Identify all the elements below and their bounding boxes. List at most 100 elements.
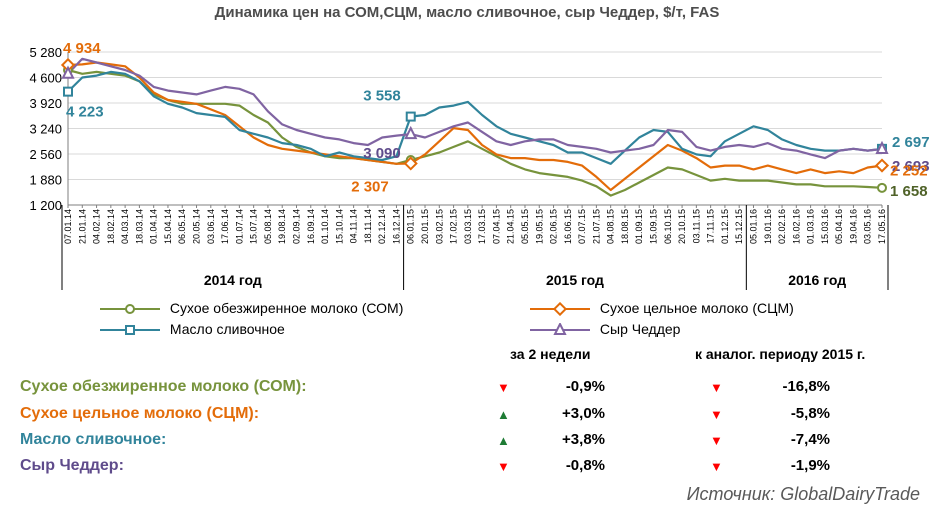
x-tick-label: 16.09.14 xyxy=(306,209,316,244)
x-tick-label: 02.02.16 xyxy=(777,209,787,244)
y-tick-label: 5 280 xyxy=(29,45,62,60)
source-note: Источник: GlobalDairyTrade xyxy=(686,484,920,504)
y-tick-label: 2 560 xyxy=(29,147,62,162)
y-tick-label: 3 920 xyxy=(29,96,62,111)
legend-marker-som xyxy=(100,304,160,315)
y-tick-label: 4 600 xyxy=(29,71,62,86)
x-tick-label: 03.05.16 xyxy=(863,209,873,244)
x-tick-label: 20.05.14 xyxy=(192,209,202,244)
header-year-over-year: к аналог. периоду 2015 г. xyxy=(695,346,866,362)
data-point-marker xyxy=(61,65,75,79)
x-tick-label: 02.06.15 xyxy=(549,209,559,244)
x-tick-label: 17.06.14 xyxy=(220,209,230,244)
legend-item-som: Сухое обезжиренное молоко (СОМ) xyxy=(100,300,403,316)
legend-label-som: Сухое обезжиренное молоко (СОМ) xyxy=(169,300,404,316)
x-tick-label: 03.11.15 xyxy=(691,209,701,243)
series-line xyxy=(67,61,883,192)
x-tick-label: 18.03.14 xyxy=(134,209,144,244)
x-tick-label: 15.03.16 xyxy=(820,209,830,244)
legend-marker-cheddar xyxy=(530,322,590,336)
x-tick-label: 07.01.14 xyxy=(63,209,73,244)
x-tick-label: 16.06.15 xyxy=(563,209,573,244)
x-tick-label: 16.12.14 xyxy=(391,209,401,244)
legend-marker-butter xyxy=(100,325,160,336)
x-tick-label: 18.02.14 xyxy=(106,209,116,244)
data-label: 3 558 xyxy=(363,88,401,105)
x-tick-label: 01.10.14 xyxy=(320,209,330,244)
data-point-marker xyxy=(874,158,890,173)
data-label: 2 697 xyxy=(892,134,930,151)
x-tick-label: 17.02.15 xyxy=(449,209,459,244)
x-tick-label: 03.02.15 xyxy=(434,209,444,244)
x-tick-label: 04.08.15 xyxy=(606,209,616,244)
x-tick-label: 04.03.14 xyxy=(120,209,130,244)
chart-series xyxy=(60,57,890,197)
x-tick-label: 19.08.14 xyxy=(277,209,287,244)
x-tick-label: 02.09.14 xyxy=(291,209,301,244)
stat-name-som: Сухое обезжиренное молоко (СОМ): xyxy=(20,378,307,395)
stat-2w-scm: +3,0% xyxy=(562,405,605,422)
legend-label-cheddar: Сыр Чеддер xyxy=(599,321,681,337)
x-tick-label: 19.04.16 xyxy=(848,209,858,244)
data-label: 4 223 xyxy=(66,104,104,121)
stat-2w-butter: +3,8% xyxy=(562,431,605,448)
x-tick-label: 18.11.14 xyxy=(363,209,373,243)
data-label: 2 693 xyxy=(892,158,930,175)
arrow-down-icon: ▼ xyxy=(497,380,510,395)
x-tick-label: 19.01.16 xyxy=(763,209,773,244)
x-tick-label: 20.10.15 xyxy=(677,209,687,244)
legend-label-butter: Масло сливочное xyxy=(169,321,285,337)
x-tick-label: 03.06.14 xyxy=(206,209,216,244)
data-label: 2 307 xyxy=(351,178,389,195)
chart-axes: 1 200 1 880 2 560 3 240 3 920 4 600 5 280 07.01… xyxy=(29,45,889,290)
x-tick-label: 05.05.15 xyxy=(520,209,530,244)
stat-name-scm: Сухое цельное молоко (СЦМ): xyxy=(20,405,260,422)
x-tick-label: 03.03.15 xyxy=(463,209,473,244)
x-tick-label: 01.12.15 xyxy=(720,209,730,244)
year-label: 2015 год xyxy=(546,272,604,288)
x-tick-label: 06.01.15 xyxy=(406,209,416,244)
x-tick-label: 18.08.15 xyxy=(620,209,630,244)
stat-yoy-butter: -7,4% xyxy=(790,431,830,448)
year-label: 2014 год xyxy=(204,272,262,288)
chart-title: Динамика цен на СОМ,СЦМ, масло сливочное… xyxy=(214,4,720,21)
x-tick-label: 07.04.15 xyxy=(491,209,501,244)
x-tick-label: 16.02.16 xyxy=(791,209,801,244)
data-point-marker xyxy=(875,140,889,155)
stat-2w-cheddar: -0,8% xyxy=(565,457,605,474)
x-tick-label: 21.04.15 xyxy=(506,209,516,244)
stat-name-cheddar: Сыр Чеддер: xyxy=(20,457,124,474)
stat-name-butter: Масло сливочное: xyxy=(20,431,167,448)
data-label: 3 090 xyxy=(363,145,401,162)
x-tick-label: 04.11.14 xyxy=(349,209,359,243)
arrow-up-icon: ▲ xyxy=(497,433,510,448)
series-line xyxy=(67,70,883,165)
x-tick-label: 17.05.16 xyxy=(877,209,887,244)
x-tick-label: 21.07.15 xyxy=(591,209,601,244)
legend-label-scm: Сухое цельное молоко (СЦМ) xyxy=(599,300,794,316)
x-tick-label: 01.09.15 xyxy=(634,209,644,244)
data-label: 2 252 xyxy=(890,163,928,180)
arrow-down-icon: ▼ xyxy=(710,407,723,422)
x-tick-label: 05.01.16 xyxy=(748,209,758,244)
x-tick-label: 01.04.14 xyxy=(149,209,159,244)
x-tick-label: 01.07.14 xyxy=(234,209,244,244)
legend-item-scm: Сухое цельное молоко (СЦМ) xyxy=(530,300,794,317)
x-tick-label: 15.12.15 xyxy=(734,209,744,244)
data-point-marker xyxy=(63,86,73,97)
year-label: 2016 год xyxy=(788,272,846,288)
arrow-down-icon: ▼ xyxy=(710,433,723,448)
stat-yoy-scm: -5,8% xyxy=(790,405,830,422)
x-tick-label: 17.03.15 xyxy=(477,209,487,244)
data-point-marker xyxy=(404,125,418,140)
stat-2w-som: -0,9% xyxy=(565,378,605,395)
x-tick-label: 04.02.14 xyxy=(92,209,102,244)
x-tick-label: 01.03.16 xyxy=(806,209,816,244)
x-tick-label: 15.09.15 xyxy=(649,209,659,244)
data-label: 4 934 xyxy=(63,40,101,57)
y-tick-label: 1 200 xyxy=(29,198,62,213)
arrow-down-icon: ▼ xyxy=(710,459,723,474)
